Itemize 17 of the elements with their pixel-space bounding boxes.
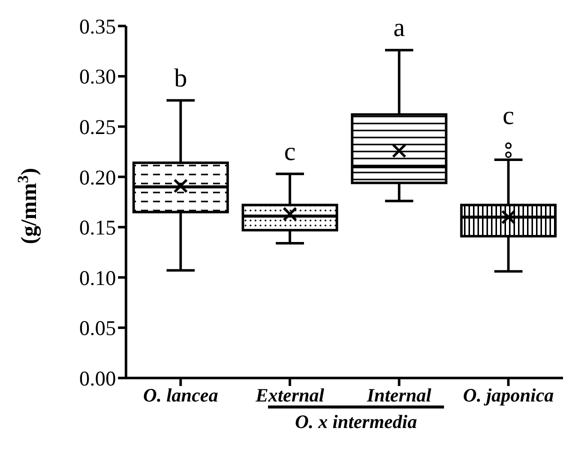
x-tick-label: O. japonica	[462, 385, 554, 406]
x-tick-label: Internal	[366, 385, 432, 406]
y-tick-label: 0.20	[79, 165, 116, 190]
x-tick-label: External	[254, 385, 325, 406]
y-tick-label: 0.15	[79, 216, 116, 240]
text: O. x intermedia	[295, 412, 418, 433]
x-tick-label: O. lancea	[143, 385, 219, 406]
y-tick-label: 0.30	[79, 64, 116, 89]
y-tick-label: 0.00	[79, 366, 116, 390]
annotation: a	[393, 13, 406, 42]
y-tick-label: 0.25	[79, 115, 116, 140]
y-tick-label: 0.05	[79, 316, 116, 340]
y-tick-label: 0.10	[79, 266, 116, 290]
annotation: c	[502, 100, 514, 130]
annotation: b	[174, 63, 188, 92]
annotation: c	[284, 136, 296, 166]
y-tick-label: 0.35	[79, 14, 116, 38]
